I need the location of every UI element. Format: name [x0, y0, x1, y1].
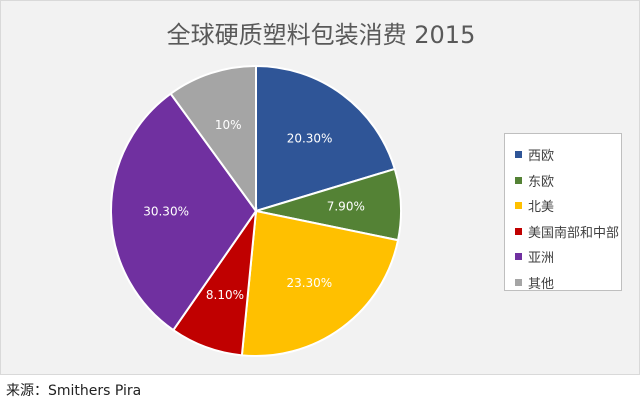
legend-label: 其他 — [528, 276, 555, 292]
pie-slice-5 — [169, 64, 257, 215]
legend-swatch — [515, 278, 522, 286]
legend-item-0: 西欧 — [515, 142, 621, 168]
legend-swatch — [515, 151, 522, 159]
pie-chart: 20.30% 7.90% 23.30% 8.10% 30.30% 10% — [110, 64, 402, 357]
pie-slice-0 — [255, 64, 397, 213]
data-label-1: 7.90% — [327, 199, 365, 213]
chart-title: 全球硬质塑料包装消费 2015 — [166, 21, 476, 49]
legend-item-3: 美国南部和中部 — [515, 219, 621, 245]
legend-label: 西欧 — [528, 149, 555, 165]
legend-item-1: 东欧 — [515, 168, 621, 194]
legend-swatch — [515, 202, 522, 210]
legend-swatch — [515, 176, 522, 184]
pie-slice-4 — [110, 92, 258, 332]
legend-swatch — [515, 227, 522, 235]
chart-area: 全球硬质塑料包装消费 2015 20.30% 7.90% 23.30% 8.10% 30… — [0, 0, 640, 375]
data-label-4: 30.30% — [143, 204, 189, 218]
legend: 西欧东欧北美美国南部和中部 亚洲其他 — [504, 133, 622, 292]
data-label-3: 8.10% — [206, 288, 244, 302]
legend-item-4: 亚洲 — [515, 244, 621, 270]
data-label-2: 23.30% — [286, 276, 332, 290]
data-label-5: 10% — [215, 118, 242, 132]
legend-swatch — [515, 253, 522, 261]
legend-label: 亚洲 — [528, 251, 555, 267]
pie-slice-2 — [240, 209, 400, 357]
legend-item-2: 北美 — [515, 193, 621, 219]
data-label-0: 20.30% — [287, 131, 333, 145]
legend-label: 美国南部和中部 — [528, 225, 620, 241]
legend-label: 北美 — [528, 200, 555, 216]
legend-label: 东欧 — [528, 174, 555, 190]
legend-item-5: 其他 — [515, 270, 621, 296]
source-note: 来源：Smithers Pira — [6, 383, 142, 399]
